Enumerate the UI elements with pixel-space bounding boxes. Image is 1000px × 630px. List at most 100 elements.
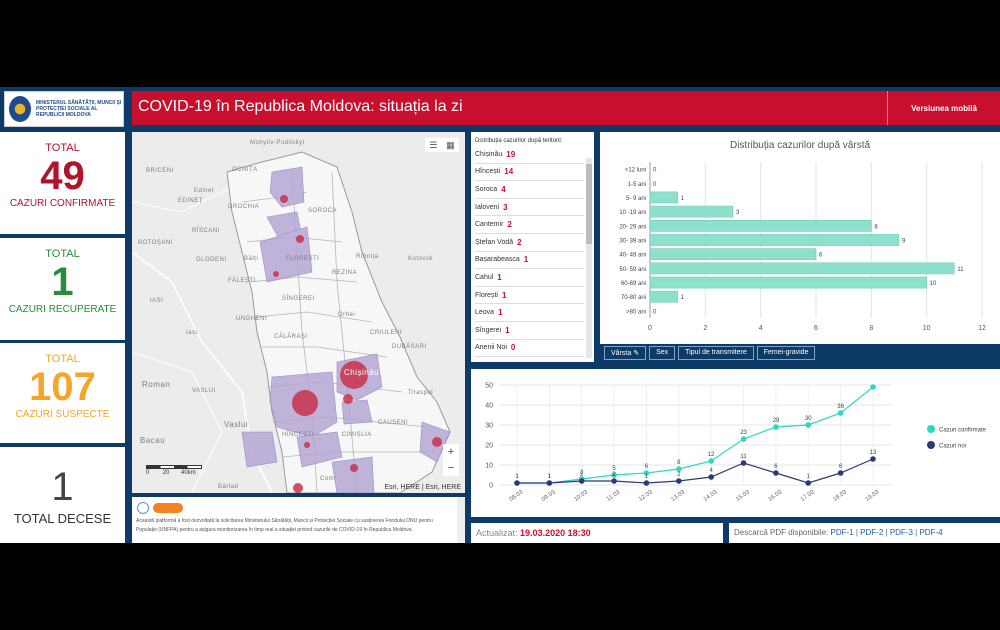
x-tick-label: 12 [978, 325, 986, 332]
suspected-caption: CAZURI SUSPECTE [15, 409, 110, 420]
data-point [837, 470, 844, 476]
data-label: 8 [677, 460, 681, 466]
district-name: Basarabeasca [475, 256, 520, 264]
age-category-label: 70-80 ani [621, 295, 646, 301]
logo-text: MINISTERUL SĂNĂTĂȚII, MUNCII ȘI PROTECȚI… [36, 100, 122, 118]
list-icon[interactable]: ☰ [429, 139, 438, 150]
map-label-iasi-county: IASI [150, 298, 164, 304]
tab-pregnant[interactable]: Femei-gravide [756, 346, 816, 360]
district-row[interactable]: Basarabeasca 1 [475, 252, 584, 270]
dashboard: MINISTERUL SĂNĂTĂȚII, MUNCII ȘI PROTECȚI… [0, 87, 1000, 543]
x-tick-label: 15.03 [735, 489, 751, 503]
tab-age-label: Vârsta [611, 350, 632, 357]
data-point [773, 424, 779, 430]
data-point [643, 470, 650, 476]
district-row[interactable]: Anenii Noi 0 [475, 340, 584, 358]
age-bar-value: 8 [874, 224, 878, 230]
data-label: 1 [515, 474, 519, 480]
coat-of-arms-icon [9, 96, 31, 122]
map-label-tiraspol: Tiraspol [408, 390, 434, 396]
district-count: 4 [501, 184, 506, 194]
age-bar-value: 10 [930, 281, 937, 287]
age-category-label: 40- 49 ani [619, 253, 646, 259]
age-bar [649, 262, 955, 275]
district-name: Cahul [475, 273, 494, 281]
map-label-criuleni: CRIULENI [370, 330, 403, 336]
age-bar [649, 290, 678, 303]
data-label: 4 [710, 468, 714, 474]
data-label: 2 [612, 472, 616, 478]
district-name: Hîncești [475, 168, 501, 176]
map-toolbar: ☰ ▦ [425, 138, 459, 152]
pdf-link-1[interactable]: PDF-1 [830, 528, 854, 537]
district-name: Ialoveni [475, 203, 500, 211]
district-row[interactable]: Ștefan Vodă 2 [475, 234, 584, 252]
district-row[interactable]: Cahul 1 [475, 269, 584, 287]
district-scrollbar[interactable] [586, 158, 592, 358]
pdf-link-3[interactable]: PDF-3 [889, 528, 913, 537]
district-row[interactable]: Cantemir 2 [475, 216, 584, 234]
district-row[interactable]: Leova 1 [475, 304, 584, 322]
data-point [870, 456, 876, 462]
district-row[interactable]: Hîncești 14 [475, 164, 584, 182]
pdf-link-2[interactable]: PDF-2 [860, 528, 884, 537]
map-label-rezina: REZINA [332, 270, 358, 276]
cases-map[interactable]: Mohyliv-Podilskyi BRICENI Edinet EDINEȚ … [132, 132, 465, 493]
district-count: 1 [505, 325, 510, 335]
recovered-cases-panel: TOTAL 1 CAZURI RECUPERATE [0, 238, 125, 340]
age-category-label: 10 -19 ani [619, 210, 646, 216]
tab-sex[interactable]: Sex [649, 346, 676, 360]
district-row[interactable]: Sîngerei 1 [475, 322, 584, 340]
district-row[interactable]: Florești 1 [475, 287, 584, 305]
district-row[interactable]: Chișinău 19 [475, 146, 584, 164]
grid-icon[interactable]: ▦ [446, 139, 455, 150]
map-label-ungheni: UNGHENI [236, 316, 268, 322]
district-name: Florești [475, 291, 498, 299]
data-label: 5 [612, 466, 616, 472]
x-tick-label: 8 [869, 325, 873, 332]
zoom-in-button[interactable]: + [447, 446, 455, 458]
district-name: Ștefan Vodă [475, 238, 514, 246]
map-attribution: Esri, HERE | Esri, HERE [384, 484, 462, 491]
pdf-panel: Descarcă PDF disponibile: PDF-1 | PDF-2 … [729, 523, 1000, 543]
zoom-out-button[interactable]: − [447, 462, 455, 474]
data-point [611, 472, 617, 478]
y-tick-label: 50 [485, 383, 493, 390]
age-bar [649, 219, 872, 232]
age-category-label: 20- 29 ani [619, 224, 646, 230]
district-list-header: Distribuția cazurilor după teritorii: [475, 138, 563, 144]
district-row[interactable]: Ialoveni 3 [475, 199, 584, 217]
map-label-drochia: DROCHIA [228, 204, 260, 210]
pdf-label: Descarcă PDF disponibile: [734, 528, 829, 537]
tab-age[interactable]: Vârsta ✎ [604, 346, 647, 360]
map-label-orhei: Orhei [338, 312, 356, 318]
x-tick-label: 13.03 [670, 489, 686, 503]
age-bar-value: 11 [957, 267, 964, 273]
tab-transmission[interactable]: Tipul de transmitere [678, 346, 754, 360]
trend-chart-panel: 0 10 20 30 40 50 08.03 09.03 10.03 11.03 12.03 13.0… [471, 369, 1000, 517]
data-point [643, 480, 650, 486]
data-label: 6 [645, 464, 649, 470]
age-bar [649, 191, 678, 204]
legend-marker [927, 441, 935, 449]
data-point [870, 384, 876, 390]
district-count: 1 [498, 308, 503, 318]
district-name: Soroca [475, 185, 498, 193]
district-row[interactable]: Soroca 4 [475, 181, 584, 199]
map-canvas[interactable] [132, 132, 465, 493]
pdf-link-4[interactable]: PDF-4 [919, 528, 943, 537]
map-label-causeni: CAUȘENI [378, 420, 409, 426]
page-title: COVID-19 în Republica Moldova: situația … [138, 98, 463, 115]
ministry-logo[interactable]: MINISTERUL SĂNĂTĂȚII, MUNCII ȘI PROTECȚI… [4, 91, 124, 127]
mobile-version-link[interactable]: Versiunea mobilă [887, 91, 1000, 125]
data-point [708, 458, 714, 464]
data-point [578, 478, 585, 484]
district-scrollbar-thumb[interactable] [586, 164, 592, 244]
district-count: 2 [517, 237, 522, 247]
x-tick-label: 08.03 [509, 489, 525, 503]
age-bar-value: 1 [681, 295, 685, 301]
data-label: 11 [740, 454, 747, 460]
district-name: Chișinău [475, 150, 503, 158]
data-point [805, 422, 812, 428]
info-scrollbar[interactable] [457, 497, 465, 543]
